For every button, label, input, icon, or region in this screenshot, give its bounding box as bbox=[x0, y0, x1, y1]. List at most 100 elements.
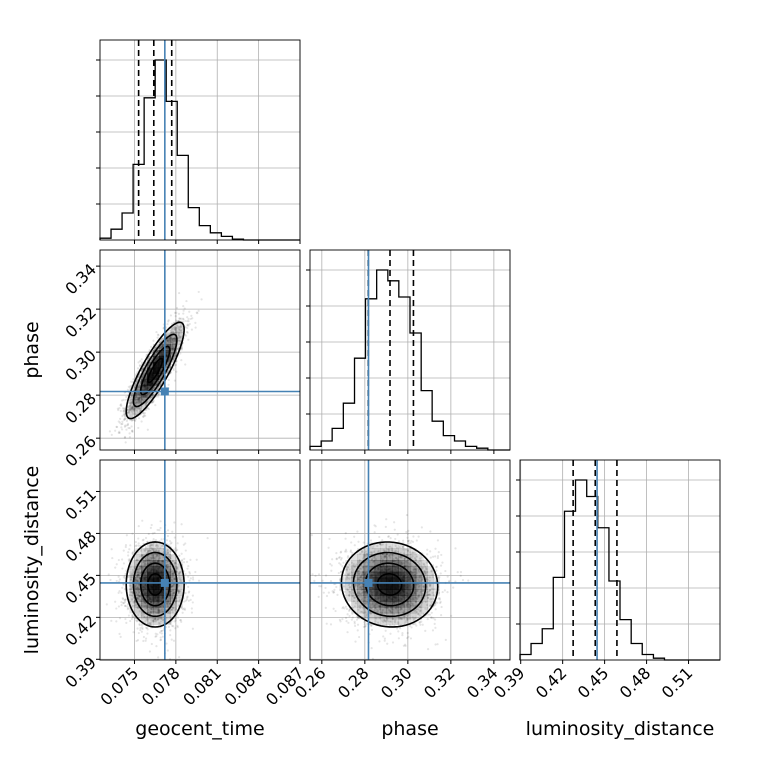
sample-point bbox=[133, 408, 136, 411]
sample-point bbox=[130, 575, 133, 578]
sample-point bbox=[131, 532, 134, 535]
sample-point bbox=[149, 559, 152, 562]
sample-point bbox=[171, 328, 174, 331]
sample-point bbox=[129, 401, 132, 405]
sample-point bbox=[115, 425, 118, 428]
sample-point bbox=[149, 558, 152, 561]
sample-point bbox=[178, 336, 181, 339]
density-cell bbox=[164, 595, 171, 602]
sample-point bbox=[364, 615, 367, 619]
sample-point bbox=[172, 367, 175, 370]
sample-point bbox=[177, 332, 180, 335]
sample-point bbox=[127, 411, 130, 414]
sample-point bbox=[166, 529, 170, 532]
sample-point bbox=[124, 543, 128, 547]
marginal-panel-phase bbox=[306, 249, 511, 454]
sample-point bbox=[169, 335, 172, 339]
sample-point bbox=[174, 619, 177, 622]
sample-point bbox=[141, 411, 145, 415]
sample-point bbox=[115, 579, 118, 583]
density-cell bbox=[164, 367, 171, 374]
sample-point bbox=[171, 592, 174, 595]
sample-point bbox=[183, 307, 186, 310]
sample-point bbox=[146, 628, 149, 631]
sample-point bbox=[159, 546, 162, 550]
sample-point bbox=[171, 337, 174, 340]
sample-point bbox=[150, 607, 153, 610]
sample-point bbox=[135, 603, 138, 606]
density-cell bbox=[158, 344, 166, 351]
sample-point bbox=[168, 612, 171, 615]
sample-point bbox=[408, 624, 412, 628]
sample-point bbox=[191, 601, 194, 604]
sample-point bbox=[157, 608, 160, 612]
sample-point bbox=[178, 328, 181, 332]
sample-point bbox=[437, 551, 440, 554]
sample-point bbox=[137, 595, 140, 598]
sample-point bbox=[127, 554, 130, 557]
sample-point bbox=[134, 591, 137, 594]
sample-point bbox=[437, 591, 441, 594]
sample-point bbox=[114, 566, 117, 569]
sample-point bbox=[147, 557, 150, 560]
sample-point bbox=[126, 388, 129, 391]
sample-point bbox=[157, 610, 160, 614]
sample-point bbox=[174, 363, 178, 366]
sample-point bbox=[172, 341, 175, 344]
sample-point bbox=[137, 583, 140, 586]
sample-point bbox=[189, 598, 192, 601]
density-cell bbox=[152, 361, 160, 369]
sample-point bbox=[151, 544, 154, 547]
sample-point bbox=[170, 608, 173, 611]
sample-point bbox=[144, 559, 147, 563]
sample-point bbox=[389, 632, 392, 635]
sample-point bbox=[177, 312, 181, 315]
sample-point bbox=[184, 363, 187, 366]
sample-point bbox=[191, 317, 194, 320]
sample-point bbox=[125, 621, 128, 624]
sample-point bbox=[161, 345, 164, 348]
sample-point bbox=[161, 608, 164, 611]
sample-point bbox=[354, 584, 357, 587]
sample-point bbox=[137, 397, 141, 401]
sample-point bbox=[131, 405, 134, 408]
sample-point bbox=[172, 592, 176, 595]
sample-point bbox=[416, 589, 419, 593]
sample-point bbox=[194, 570, 197, 574]
sample-point bbox=[180, 317, 183, 320]
sample-point bbox=[172, 339, 175, 342]
sample-point bbox=[414, 575, 418, 578]
sample-point bbox=[165, 642, 168, 645]
sample-point bbox=[172, 337, 175, 341]
sample-point bbox=[327, 591, 330, 594]
sample-point bbox=[170, 322, 174, 326]
sample-point bbox=[181, 535, 185, 538]
sample-point bbox=[139, 364, 142, 368]
sample-point bbox=[341, 617, 344, 621]
sample-point bbox=[165, 334, 168, 337]
sample-point bbox=[127, 411, 130, 415]
sample-point bbox=[134, 545, 137, 548]
sample-point bbox=[156, 609, 160, 613]
sample-point bbox=[137, 588, 140, 591]
sample-point bbox=[138, 594, 141, 598]
sample-point bbox=[135, 395, 138, 398]
sample-point bbox=[161, 345, 165, 348]
sample-point bbox=[134, 579, 137, 582]
sample-point bbox=[139, 555, 142, 558]
sample-point bbox=[148, 549, 151, 552]
sample-point bbox=[180, 552, 183, 555]
sample-point bbox=[147, 392, 150, 396]
sample-point bbox=[136, 580, 139, 583]
sample-point bbox=[131, 615, 134, 618]
sample-point bbox=[144, 558, 147, 561]
sample-point bbox=[179, 335, 182, 338]
sample-point bbox=[137, 537, 140, 540]
sample-point bbox=[176, 542, 179, 545]
density-cell bbox=[170, 326, 177, 333]
sample-point bbox=[148, 556, 151, 559]
density-cell bbox=[176, 320, 183, 327]
sample-point bbox=[159, 526, 162, 530]
sample-point bbox=[135, 544, 138, 547]
sample-point bbox=[138, 393, 141, 396]
